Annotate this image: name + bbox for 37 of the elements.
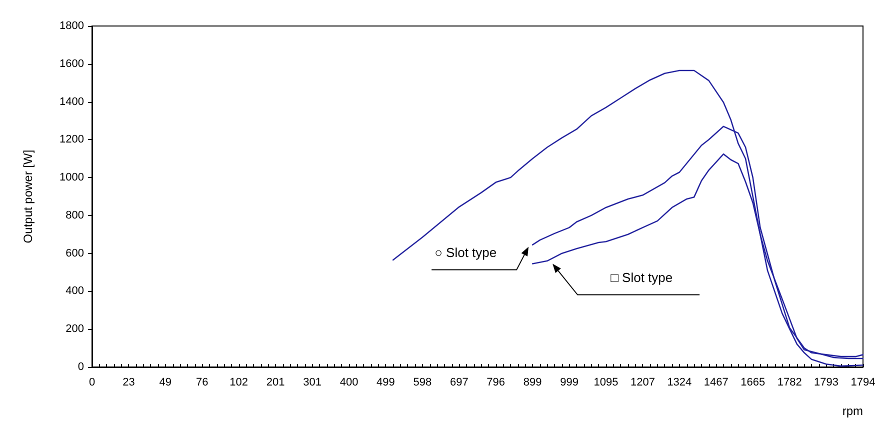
text: ○ Slot type (434, 244, 497, 260)
text: □ Slot type (610, 270, 673, 285)
y-tick-label: 600 (66, 247, 84, 260)
x-tick-label: 102 (230, 376, 248, 388)
x-tick-label: 23 (122, 376, 135, 388)
x-tick-label: 796 (486, 376, 506, 388)
x-tick-label: 1782 (777, 376, 802, 388)
y-tick-label: 1400 (60, 96, 84, 108)
y-tick-label: 1200 (60, 134, 84, 146)
y-tick-label: 1000 (60, 172, 84, 184)
x-tick-label: 697 (450, 376, 468, 388)
y-tick-label: 0 (78, 361, 84, 373)
x-tick-label: 999 (560, 376, 578, 388)
y-tick-label: 400 (66, 285, 84, 298)
x-tick-label: 76 (196, 376, 208, 388)
y-tick-label: 200 (66, 323, 84, 336)
x-tick-label: 0 (88, 376, 96, 388)
y-axis-title: Output power [W] (21, 150, 35, 244)
x-tick-label: 49 (159, 376, 172, 388)
x-axis-title: rpm (842, 404, 863, 418)
x-tick-label: 400 (340, 376, 358, 388)
x-tick-label: 899 (523, 376, 542, 388)
x-tick-label: 1665 (740, 376, 766, 388)
x-tick-label: 1467 (704, 376, 728, 388)
x-tick-label: 1793 (814, 376, 839, 388)
y-tick-label: 1600 (60, 58, 84, 70)
x-tick-label: 1095 (594, 376, 618, 388)
y-tick-label: 800 (66, 209, 84, 222)
x-tick-label: 499 (376, 376, 395, 388)
y-tick-label: 1800 (60, 20, 84, 32)
x-tick-label: 201 (266, 376, 285, 388)
x-tick-label: 1324 (667, 376, 692, 388)
x-tick-label: 1207 (630, 376, 655, 388)
x-tick-label: 598 (413, 376, 432, 388)
x-tick-label: 1794 (850, 376, 876, 388)
x-tick-label: 301 (303, 376, 322, 388)
line-series (392, 70, 864, 367)
